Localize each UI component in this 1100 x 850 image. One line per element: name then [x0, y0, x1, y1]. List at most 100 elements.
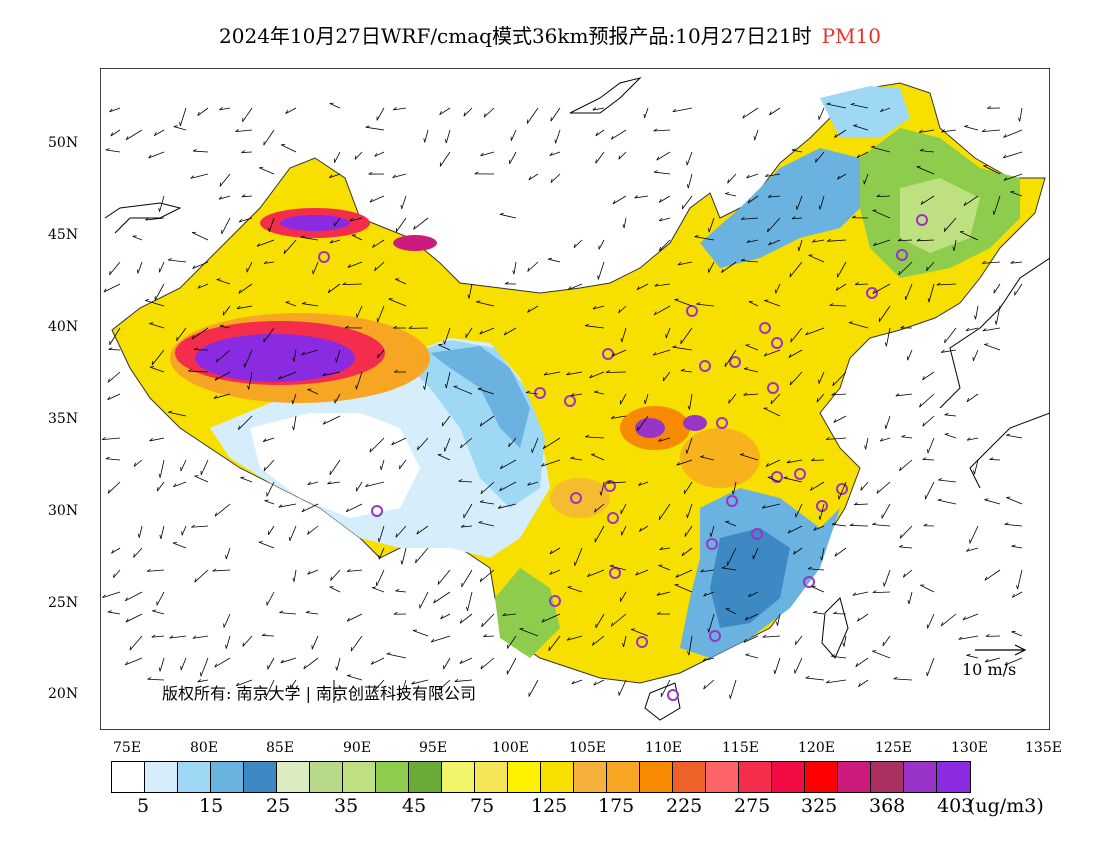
wind-vector [607, 481, 627, 484]
legend-label: 25 [266, 795, 291, 817]
wind-vector [732, 481, 737, 495]
legend-swatch [838, 762, 871, 792]
wind-vector [656, 151, 671, 161]
wind-vector [412, 630, 429, 637]
wind-vector [262, 635, 275, 637]
wind-vector [351, 234, 363, 241]
wind-vector [544, 371, 561, 376]
wind-vector [159, 657, 165, 672]
lat-label-30n: 30N [48, 503, 79, 519]
wind-vector [745, 654, 759, 659]
wind-vector [612, 195, 627, 205]
wind-vector [795, 503, 803, 518]
wind-vector [263, 327, 275, 343]
wind-vector [528, 679, 539, 697]
wind-vector [336, 657, 341, 671]
wind-vector [791, 149, 803, 153]
wind-vector [1010, 261, 1023, 264]
wind-vector [365, 481, 385, 488]
wind-vector [424, 371, 429, 390]
wind-vector [508, 437, 517, 448]
lon-label-110e: 110E [645, 740, 682, 756]
wind-vector [966, 547, 979, 552]
wind-vector [216, 349, 231, 363]
wind-vector [263, 459, 275, 472]
legend-swatch [640, 762, 673, 792]
wind-vector [966, 654, 979, 659]
wind-vector [479, 327, 495, 335]
wind-vector [327, 283, 341, 294]
wind-vector [593, 679, 605, 686]
wind-vector [504, 327, 517, 336]
wind-vector [899, 546, 913, 549]
wind-vector [225, 547, 231, 560]
legend-label: 368 [869, 795, 906, 817]
wind-vector [592, 107, 605, 111]
wind-vector [898, 239, 913, 242]
wind-vector [853, 125, 869, 131]
wind-vector [687, 173, 693, 189]
wind-vector [727, 173, 737, 184]
wind-vector [570, 457, 583, 461]
wind-vector [811, 459, 825, 461]
wind-vector [415, 547, 429, 564]
wind-vector [638, 481, 649, 486]
wind-vector [292, 393, 297, 405]
legend-swatch [409, 762, 442, 792]
wind-vector [107, 481, 121, 494]
wind-vector [192, 635, 209, 639]
wind-vector [1010, 191, 1023, 197]
lon-label-100e: 100E [492, 740, 529, 756]
wind-vector [849, 525, 869, 527]
wind-vector [109, 261, 121, 276]
wind-vector [765, 459, 781, 467]
wind-vector [378, 547, 385, 560]
wind-vector [180, 459, 187, 472]
wind-vector [138, 525, 143, 538]
lon-label-135e: 135E [1025, 740, 1062, 756]
wind-vector [263, 437, 275, 442]
wind-vector [789, 261, 803, 278]
wind-vector [329, 103, 341, 109]
legend-label: 75 [470, 795, 495, 817]
wind-vector [105, 458, 121, 461]
wind-vector [107, 371, 121, 383]
wind-vector [944, 414, 957, 417]
wind-vector [658, 565, 671, 571]
wind-vector [280, 657, 297, 664]
legend-label: 325 [801, 795, 838, 817]
wind-vector [283, 239, 297, 254]
page-title: 2024年10月27日WRF/cmaq模式36km预报产品:10月27日21时 P… [0, 20, 1100, 49]
wind-vector [860, 481, 869, 491]
wind-vector [374, 151, 385, 157]
wind-vector [278, 503, 297, 508]
wind-vector [483, 635, 495, 637]
wind-vector [160, 525, 165, 539]
wind-vector [459, 657, 473, 664]
wind-vector [159, 195, 165, 212]
wind-vector [746, 173, 759, 179]
wind-vector [372, 587, 385, 593]
wind-vector [995, 305, 1001, 325]
legend-swatch [376, 762, 409, 792]
wind-vector [675, 569, 693, 578]
wind-vector [221, 217, 231, 235]
wind-vector [926, 657, 935, 676]
wind-vector [169, 635, 187, 639]
wind-vector [152, 610, 165, 615]
wind-vector [399, 459, 407, 470]
wind-vector [832, 371, 847, 387]
wind-vector [680, 370, 693, 373]
wind-vector [392, 173, 407, 178]
wind-vector [222, 305, 231, 316]
wind-vector [963, 195, 979, 207]
wind-vector [659, 195, 671, 203]
wind-vector [833, 415, 847, 423]
wind-vector [965, 327, 979, 332]
wind-vector [102, 591, 121, 599]
wind-vector [322, 371, 341, 377]
wind-vector [843, 635, 847, 647]
wind-vector [365, 126, 385, 131]
wind-vector [743, 393, 759, 396]
wind-vector [334, 151, 341, 163]
